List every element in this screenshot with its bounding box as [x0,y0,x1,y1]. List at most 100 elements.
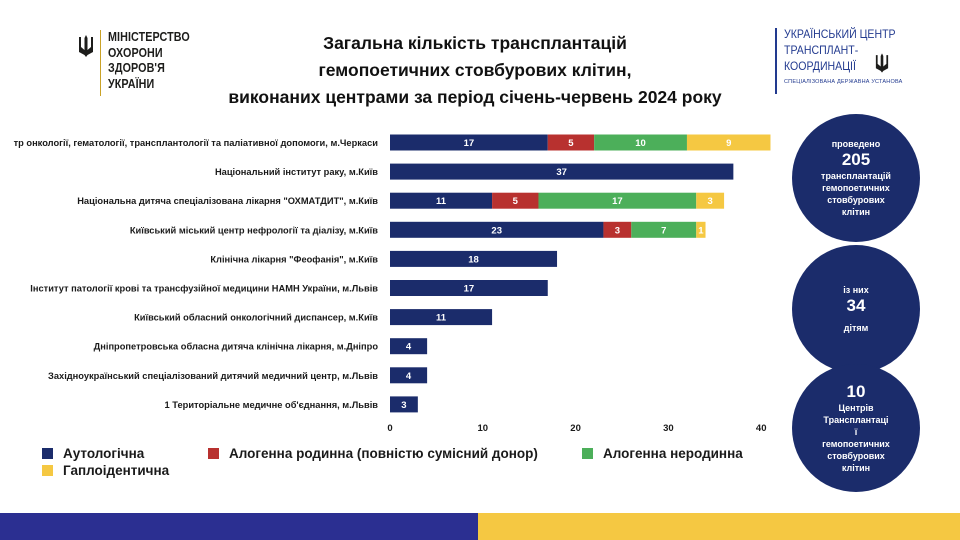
data-label: 3 [401,400,406,411]
x-tick-label: 20 [570,423,581,434]
data-label: 11 [436,313,447,324]
title-line: виконаних центрами за період січень-черв… [228,87,722,107]
summary-text: клітин [841,207,871,217]
bar-segment [594,134,687,151]
x-tick-label: 0 [387,423,392,434]
legend-label: Алогенна родинна (повністю сумісний доно… [229,446,538,461]
summary-text: Трансплантаці [823,415,889,425]
bar-segment [492,192,539,209]
legend-swatch [582,448,593,459]
category-label: Дніпропетровська обласна дитяча клінічна… [94,342,379,352]
data-label: 17 [464,138,475,149]
center-name-line: ТРАНСПЛАНТ- [784,43,859,57]
x-axis: 0 10 20 30 40 [387,423,766,434]
ministry-logo: МІНІСТЕРСТВО ОХОРОНИ ЗДОРОВ'Я УКРАЇНИ [78,30,218,100]
center-name-line: УКРАЇНСЬКИЙ ЦЕНТР [784,27,896,41]
summary-total-circle: проведено 205 трансплантацій гемопоетичн… [792,114,920,242]
summary-text: проведено [831,139,881,149]
legend-swatch [208,448,219,459]
summary-text: клітин [841,463,871,473]
ministry-line: МІНІСТЕРСТВО [108,30,190,44]
ministry-name: МІНІСТЕРСТВО ОХОРОНИ ЗДОРОВ'Я УКРАЇНИ [108,30,203,92]
data-label: 4 [406,342,412,353]
center-subtitle: СПЕЦІАЛІЗОВАНА ДЕРЖАВНА УСТАНОВА [784,79,903,85]
category-label: Західноукраїнський спеціалізований дитяч… [48,371,378,381]
summary-text: дітям [843,323,869,333]
category-label: Національна дитяча спеціалізована лікарн… [77,196,378,206]
legend-label: Аутологічна [63,446,145,461]
bar-segment [390,250,558,267]
bar-segment [538,192,697,209]
summary-number: 10 [846,382,866,401]
summary-text: гемопоетичних [822,439,890,449]
bar-segment [390,192,493,209]
data-label: 11 [436,196,447,207]
bar-segment [390,367,428,384]
data-label: 1 [698,225,704,236]
x-tick-label: 40 [756,423,767,434]
summary-text: стовбурових [827,451,885,461]
x-tick-label: 10 [478,423,489,434]
summary-children-circle: із них 34 дітям [792,245,920,373]
legend-item-allogeneic-related: Алогенна родинна (повністю сумісний доно… [208,446,538,461]
trident-icon [79,35,93,57]
bar-segment [631,221,697,238]
summary-centers-circle: 10 Центрів Трансплантаці ї гемопоетичних… [792,364,920,492]
data-label: 4 [406,371,412,382]
category-label: Клінічна лікарня "Феофанія", м.Київ [210,254,378,264]
footer-stripe-yellow [478,513,960,540]
summary-text: гемопоетичних [822,183,890,193]
category-label: тр онкології, гематології, трансплантоло… [14,138,379,148]
title-line: Загальна кількість трансплантацій [323,33,627,53]
bar-segment [390,134,548,151]
summary-text: стовбурових [827,195,885,205]
bar-segment [390,396,418,413]
data-label: 5 [513,196,519,207]
logo-bar [775,28,777,94]
summary-text: Центрів [838,403,874,413]
data-label: 23 [491,225,502,236]
x-tick-label: 30 [663,423,674,434]
summary-text: ї [854,427,858,437]
legend-swatch [42,465,53,476]
title-line: гемопоетичних стовбурових клітин, [318,60,632,80]
page-title: Загальна кількість трансплантацій гемопо… [180,30,770,111]
bar-segment [603,221,632,238]
data-label: 18 [468,254,479,265]
data-label: 10 [635,138,646,149]
summary-number: 34 [846,296,866,315]
category-label: 1 Територіальне медичне об'єднання, м.Ль… [165,400,379,410]
data-label: 17 [612,196,623,207]
category-label: Київський міський центр нефрології та ді… [130,225,378,235]
bar-segment [390,221,604,238]
legend-item-allogeneic-unrelated: Алогенна неродинна [582,446,743,461]
summary-text: із них [843,285,869,295]
legend-label: Алогенна неродинна [603,446,743,461]
bar-segment [390,163,734,180]
summary-text: трансплантацій [821,171,891,181]
category-labels: тр онкології, гематології, трансплантоло… [14,138,379,410]
bar-segment [547,134,595,151]
bar-segment [686,134,771,151]
data-label: 37 [556,167,567,178]
data-label: 7 [661,225,666,236]
category-label: Національний інститут раку, м.Київ [215,167,378,177]
legend-item-haploidentical: Гаплоідентична [42,463,169,478]
legend-item-autologous: Аутологічна [42,446,144,461]
bar-segment [390,309,493,326]
bar-segment [390,338,428,355]
legend-label: Гаплоідентична [63,463,170,478]
ministry-line: УКРАЇНИ [108,76,155,91]
bar-segment [390,280,548,296]
ministry-line: ЗДОРОВ'Я [108,61,165,75]
bar-segment [696,192,725,209]
data-label: 9 [726,138,731,149]
data-label: 3 [615,225,620,236]
category-label: Інститут патології крові та трансфузійно… [30,284,378,294]
legend-swatch [42,448,53,459]
transplant-center-logo: УКРАЇНСЬКИЙ ЦЕНТР ТРАНСПЛАНТ- КООРДИНАЦІ… [775,26,925,94]
bar-segment [696,221,706,238]
data-label: 17 [464,284,475,295]
